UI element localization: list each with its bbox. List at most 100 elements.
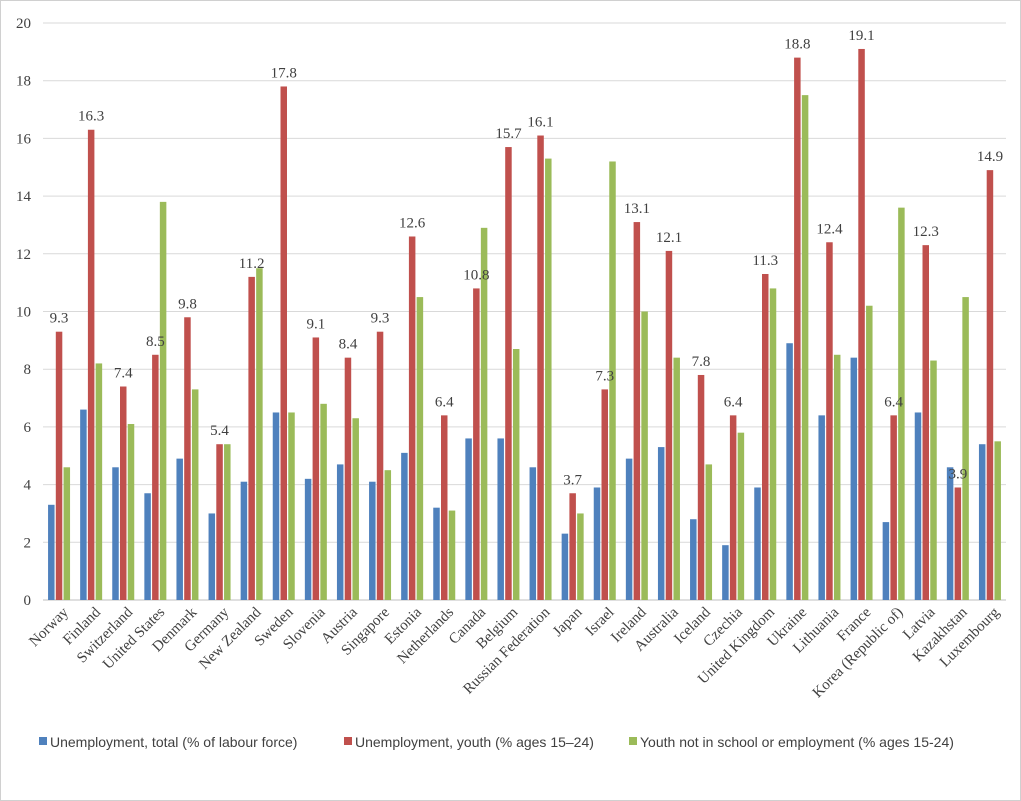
bar-series-2-16 bbox=[569, 493, 576, 600]
data-label: 12.4 bbox=[816, 221, 843, 237]
bar-series-3-4 bbox=[191, 389, 199, 600]
bar-series-1-4 bbox=[176, 458, 183, 600]
bar-series-3-18 bbox=[641, 311, 648, 600]
data-label: 10.8 bbox=[463, 267, 489, 283]
y-tick-label: 18 bbox=[16, 74, 31, 90]
bar-series-1-14 bbox=[497, 438, 504, 600]
data-label: 19.1 bbox=[848, 28, 874, 44]
bar-series-2-25 bbox=[858, 48, 865, 600]
bar-series-2-22 bbox=[762, 273, 769, 600]
data-label: 5.4 bbox=[210, 423, 229, 439]
bar-series-3-1 bbox=[95, 363, 103, 600]
bar-series-2-8 bbox=[312, 337, 320, 600]
data-label: 7.4 bbox=[114, 366, 133, 382]
bar-series-1-11 bbox=[401, 452, 408, 600]
bar-series-2-11 bbox=[408, 236, 416, 601]
bar-series-1-9 bbox=[336, 464, 344, 600]
y-axis-ticks: 0 2 4 6 8 10 12 14 16 18 20 bbox=[16, 16, 32, 609]
y-tick-label: 2 bbox=[24, 535, 32, 551]
bar-series-1-8 bbox=[304, 478, 312, 600]
bar-series-1-24 bbox=[818, 415, 825, 600]
bar-series-1-15 bbox=[529, 467, 537, 600]
y-tick-label: 4 bbox=[24, 478, 32, 494]
bar-series-2-14 bbox=[505, 147, 512, 600]
bar-series-2-21 bbox=[729, 415, 737, 600]
bar-series-2-9 bbox=[344, 357, 352, 600]
bar-series-3-10 bbox=[384, 470, 392, 600]
bar-series-3-22 bbox=[769, 288, 777, 600]
gridlines bbox=[43, 22, 1006, 601]
y-tick-label: 12 bbox=[16, 247, 31, 263]
data-label: 6.4 bbox=[884, 394, 903, 410]
y-tick-label: 0 bbox=[24, 593, 32, 609]
data-label: 14.9 bbox=[977, 149, 1003, 165]
data-label: 8.5 bbox=[146, 334, 165, 350]
data-label: 6.4 bbox=[724, 394, 743, 410]
legend-label: Unemployment, youth (% ages 15–24) bbox=[355, 734, 594, 750]
x-tick-label: Japan bbox=[550, 604, 586, 640]
y-tick-label: 8 bbox=[24, 362, 32, 378]
bar-series-2-24 bbox=[826, 242, 833, 600]
data-label: 16.3 bbox=[78, 109, 104, 125]
bar-series-3-20 bbox=[705, 464, 713, 600]
bar-series-1-1 bbox=[80, 409, 87, 600]
bar-series-3-26 bbox=[898, 207, 905, 600]
y-tick-label: 16 bbox=[16, 131, 32, 147]
bar-series-1-10 bbox=[369, 481, 376, 600]
y-tick-label: 6 bbox=[24, 420, 32, 436]
bar-series-3-11 bbox=[416, 297, 424, 600]
y-tick-label: 10 bbox=[16, 305, 31, 321]
bar-series-1-17 bbox=[593, 487, 601, 600]
data-label: 3.7 bbox=[563, 472, 582, 488]
bar-series-1-3 bbox=[144, 493, 151, 600]
legend: Unemployment, total (% of labour force) U… bbox=[39, 734, 954, 750]
bar-series-1-6 bbox=[240, 481, 248, 600]
bar-series-2-28 bbox=[954, 487, 962, 600]
bar-series-3-27 bbox=[930, 360, 937, 600]
bar-series-2-26 bbox=[890, 415, 897, 600]
bar-series-2-0 bbox=[55, 331, 63, 600]
bar-series-3-15 bbox=[545, 158, 552, 600]
bar-series-3-21 bbox=[737, 432, 745, 600]
bar-series-3-28 bbox=[962, 297, 969, 600]
bar-marks bbox=[48, 48, 1001, 601]
bar-series-2-6 bbox=[248, 276, 255, 600]
bar-series-1-22 bbox=[754, 487, 761, 600]
data-label: 9.8 bbox=[178, 296, 197, 312]
data-label: 12.1 bbox=[656, 230, 682, 246]
legend-label: Unemployment, total (% of labour force) bbox=[50, 734, 297, 750]
bar-series-3-29 bbox=[994, 441, 1001, 600]
bar-series-2-15 bbox=[537, 135, 544, 600]
bar-series-3-12 bbox=[448, 510, 456, 600]
data-labels: 9.3 16.3 7.4 8.5 9.8 5.4 11.2 17.8 9.1 8.4 9.3 12.6… bbox=[50, 28, 1003, 488]
bar-series-3-16 bbox=[577, 513, 584, 600]
bar-series-1-21 bbox=[722, 545, 729, 600]
bar-series-1-18 bbox=[625, 458, 633, 600]
bar-series-1-0 bbox=[48, 504, 55, 600]
bar-series-1-2 bbox=[112, 467, 119, 600]
bar-series-2-4 bbox=[184, 317, 191, 600]
bar-series-3-5 bbox=[224, 444, 231, 600]
bar-series-3-3 bbox=[159, 201, 167, 600]
bar-series-2-13 bbox=[473, 288, 480, 600]
data-label: 17.8 bbox=[271, 65, 297, 81]
bar-series-2-27 bbox=[922, 245, 929, 600]
data-label: 7.8 bbox=[692, 354, 711, 370]
data-label: 8.4 bbox=[339, 337, 358, 353]
bar-series-3-7 bbox=[288, 412, 295, 600]
bar-series-1-26 bbox=[882, 522, 890, 600]
bar-series-2-2 bbox=[120, 386, 127, 600]
y-tick-label: 20 bbox=[16, 16, 31, 32]
bar-series-3-2 bbox=[127, 424, 135, 600]
data-label: 16.1 bbox=[527, 115, 553, 131]
bar-series-3-0 bbox=[63, 467, 71, 600]
bar-series-1-19 bbox=[657, 447, 665, 600]
data-label: 15.7 bbox=[495, 126, 522, 142]
bar-series-2-1 bbox=[87, 129, 95, 600]
bar-series-2-18 bbox=[633, 222, 641, 600]
bar-series-3-19 bbox=[673, 357, 680, 600]
legend-swatch bbox=[39, 737, 47, 745]
bar-series-3-24 bbox=[833, 354, 841, 600]
